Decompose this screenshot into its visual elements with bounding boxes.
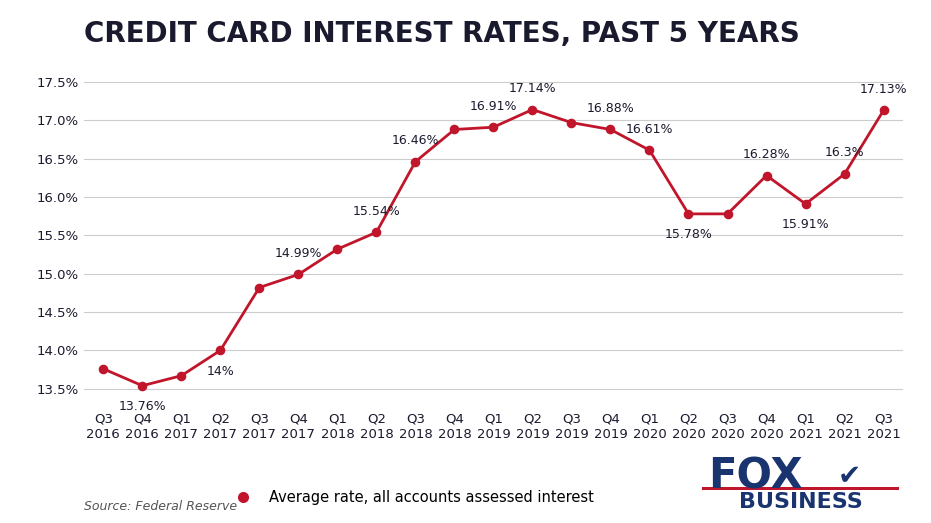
FancyBboxPatch shape [702,487,899,490]
Text: 16.3%: 16.3% [825,146,864,160]
Text: Source: Federal Reserve: Source: Federal Reserve [84,499,236,513]
Point [837,170,852,178]
Text: 16.28%: 16.28% [743,148,790,161]
Point [330,245,344,253]
Text: 15.78%: 15.78% [665,229,712,242]
Text: FOX: FOX [708,455,803,497]
Point [876,106,891,115]
Point [564,118,579,127]
Text: BUSINESS: BUSINESS [739,493,862,513]
Point [174,371,189,380]
Point [798,200,813,208]
Point [408,157,423,166]
Text: 15.91%: 15.91% [782,219,830,232]
Text: 16.91%: 16.91% [469,99,518,112]
Point [486,123,501,131]
Text: 17.13%: 17.13% [859,83,908,96]
Text: 17.14%: 17.14% [508,82,556,95]
Point [525,105,540,113]
Text: 16.88%: 16.88% [587,102,634,115]
Point [759,172,774,180]
Text: ✔: ✔ [838,462,861,490]
Point [603,126,618,134]
Point [252,283,267,292]
Text: 13.76%: 13.76% [118,400,166,413]
Point [681,210,696,218]
Point [135,381,150,390]
Text: 14%: 14% [207,365,235,378]
Legend: Average rate, all accounts assessed interest: Average rate, all accounts assessed inte… [223,484,600,511]
Text: CREDIT CARD INTEREST RATES, PAST 5 YEARS: CREDIT CARD INTEREST RATES, PAST 5 YEARS [84,20,800,48]
Point [369,228,384,236]
Text: 14.99%: 14.99% [275,247,322,260]
Text: 16.46%: 16.46% [392,134,439,147]
Text: 15.54%: 15.54% [353,204,400,218]
Point [213,346,228,355]
Point [447,126,462,134]
Point [642,146,657,154]
Point [290,270,305,279]
Point [720,210,735,218]
Point [96,365,111,373]
Text: 16.61%: 16.61% [626,122,673,135]
